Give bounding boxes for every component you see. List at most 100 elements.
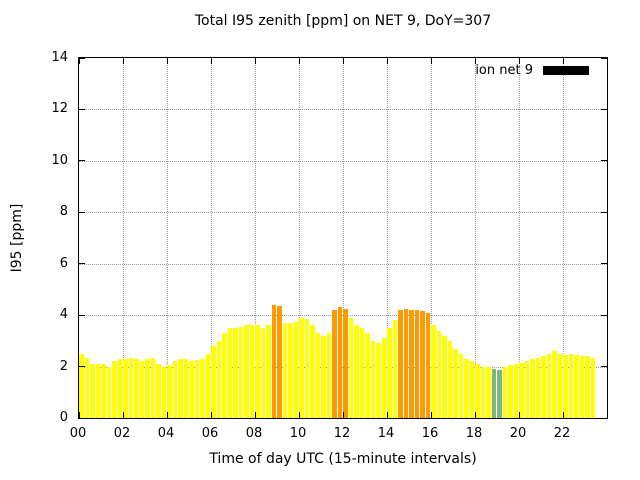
bar bbox=[227, 328, 233, 418]
bar bbox=[392, 320, 398, 418]
grid-line-x bbox=[475, 58, 476, 418]
legend-swatch bbox=[543, 66, 589, 75]
grid-line-x bbox=[299, 58, 300, 418]
bar bbox=[238, 326, 244, 418]
bar bbox=[552, 351, 557, 418]
grid-line-x bbox=[211, 58, 212, 418]
bar bbox=[585, 356, 590, 418]
legend-label: ion net 9 bbox=[475, 63, 533, 78]
y-tick-label: 14 bbox=[51, 50, 68, 65]
x-tick-bottom bbox=[254, 412, 256, 418]
y-tick-right bbox=[601, 314, 607, 316]
x-tick-bottom bbox=[430, 412, 432, 418]
bar bbox=[359, 328, 365, 418]
bar bbox=[464, 358, 469, 418]
x-axis-label: Time of day UTC (15-minute intervals) bbox=[209, 451, 477, 467]
bar bbox=[387, 328, 392, 418]
x-tick-bottom bbox=[562, 412, 564, 418]
bar bbox=[249, 325, 255, 418]
bar bbox=[497, 370, 502, 418]
x-tick-bottom bbox=[342, 412, 344, 418]
bar bbox=[491, 369, 497, 418]
bar bbox=[79, 353, 84, 418]
bar bbox=[310, 325, 315, 418]
y-tick-right bbox=[601, 211, 607, 213]
bar bbox=[255, 325, 260, 418]
bar bbox=[150, 357, 156, 418]
bar bbox=[260, 328, 266, 418]
bar bbox=[398, 310, 403, 418]
bar bbox=[167, 365, 172, 418]
x-tick-top bbox=[298, 58, 300, 64]
bar bbox=[189, 361, 194, 418]
bar bbox=[304, 319, 310, 418]
bar bbox=[431, 325, 436, 418]
bar bbox=[524, 361, 530, 418]
bar bbox=[568, 353, 574, 418]
y-tick-label: 2 bbox=[59, 358, 68, 374]
bar bbox=[409, 310, 414, 418]
x-tick-top bbox=[430, 58, 432, 64]
y-tick-left bbox=[79, 160, 85, 162]
bar bbox=[123, 358, 128, 418]
x-tick-label: 00 bbox=[69, 426, 87, 441]
x-tick-top bbox=[562, 58, 564, 64]
bar bbox=[332, 310, 337, 418]
bar bbox=[447, 340, 453, 418]
bar bbox=[211, 346, 216, 418]
bar bbox=[244, 325, 249, 418]
x-tick-label: 20 bbox=[509, 426, 527, 441]
y-tick-label: 8 bbox=[59, 204, 68, 220]
y-tick-left bbox=[79, 417, 85, 419]
y-tick-left bbox=[79, 366, 85, 368]
bar bbox=[205, 353, 211, 418]
bar bbox=[266, 325, 271, 418]
bar bbox=[354, 325, 359, 418]
y-tick-right bbox=[601, 108, 607, 110]
x-tick-bottom bbox=[518, 412, 520, 418]
x-tick-label: 14 bbox=[377, 426, 395, 441]
bar bbox=[233, 328, 238, 418]
x-tick-bottom bbox=[166, 412, 168, 418]
bar bbox=[442, 335, 447, 418]
bar bbox=[90, 364, 95, 418]
bar bbox=[293, 321, 299, 418]
bar bbox=[563, 355, 568, 418]
bar bbox=[436, 330, 442, 418]
bar bbox=[508, 365, 513, 418]
bar bbox=[222, 333, 227, 418]
grid-line-x bbox=[431, 58, 432, 418]
bar bbox=[541, 356, 546, 418]
bar bbox=[502, 366, 508, 418]
x-tick-label: 22 bbox=[553, 426, 571, 441]
bar bbox=[288, 322, 293, 418]
x-tick-bottom bbox=[122, 412, 124, 418]
bar bbox=[337, 307, 343, 418]
grid-line-x bbox=[563, 58, 564, 418]
bar bbox=[194, 360, 200, 418]
bar bbox=[579, 356, 585, 418]
bar bbox=[112, 361, 117, 418]
bar bbox=[156, 364, 161, 418]
bar bbox=[469, 361, 475, 418]
bar bbox=[326, 333, 332, 418]
bar bbox=[381, 338, 387, 418]
bar bbox=[403, 308, 409, 418]
y-tick-label: 12 bbox=[51, 101, 68, 117]
y-tick-label: 4 bbox=[59, 307, 68, 323]
x-tick-top bbox=[474, 58, 476, 64]
bar bbox=[365, 333, 370, 418]
bar bbox=[172, 361, 178, 418]
y-tick-right bbox=[601, 417, 607, 419]
bar bbox=[128, 357, 134, 418]
y-tick-left bbox=[79, 108, 85, 110]
x-tick-label: 02 bbox=[113, 426, 131, 441]
bar bbox=[530, 358, 535, 418]
x-tick-bottom bbox=[78, 412, 80, 418]
bar bbox=[145, 358, 150, 418]
x-tick-label: 18 bbox=[465, 426, 483, 441]
x-tick-label: 16 bbox=[421, 426, 439, 441]
x-tick-top bbox=[210, 58, 212, 64]
x-tick-top bbox=[122, 58, 124, 64]
